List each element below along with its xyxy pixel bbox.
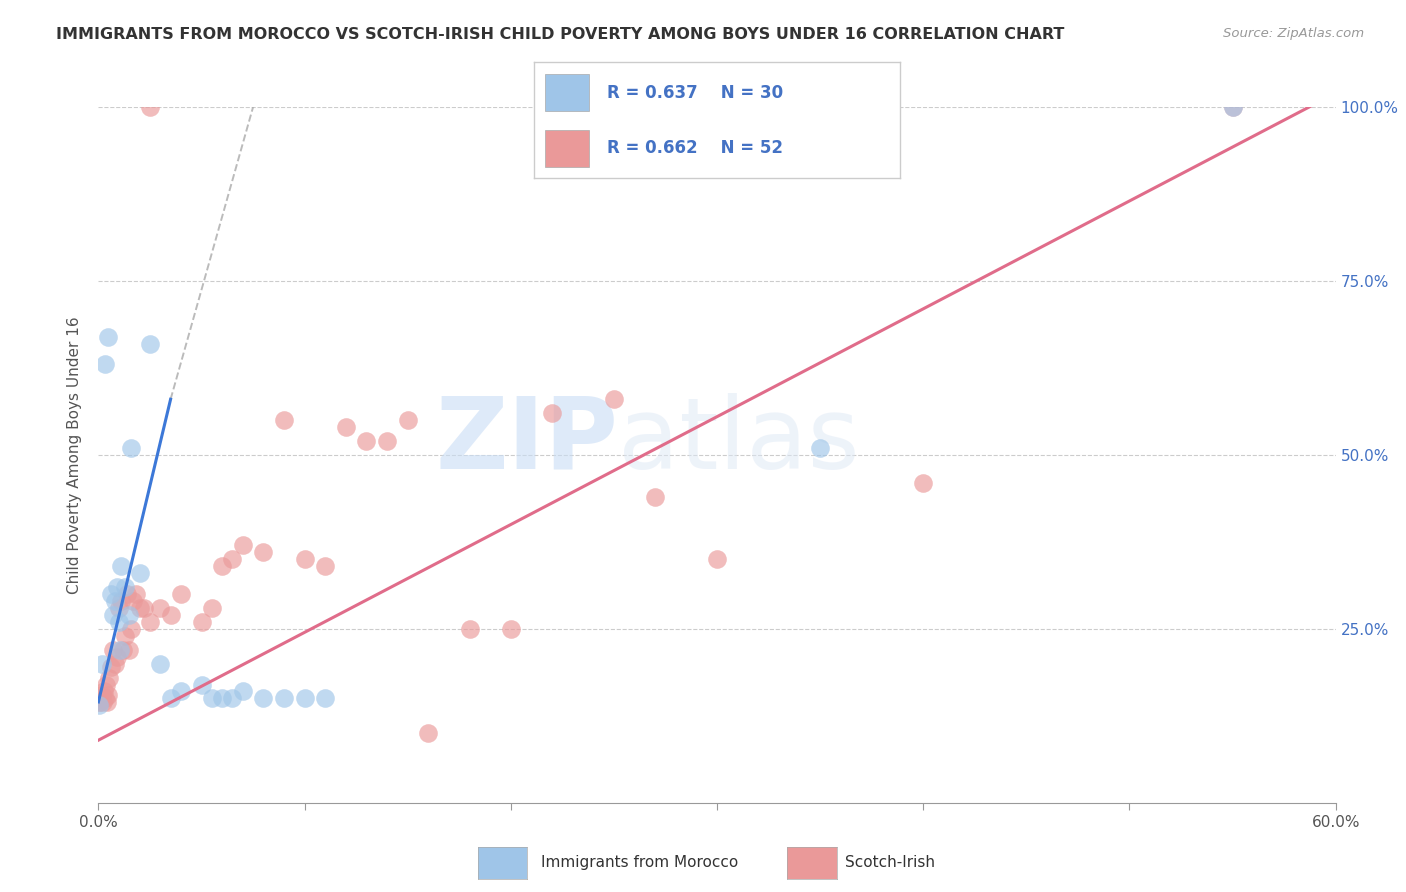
Point [252, 691, 274, 706]
Point [94, 677, 117, 691]
Point [97, 688, 120, 702]
Text: IMMIGRANTS FROM MOROCCO VS SCOTCH-IRISH CHILD POVERTY AMONG BOYS UNDER 16 CORREL: IMMIGRANTS FROM MOROCCO VS SCOTCH-IRISH … [56, 27, 1064, 42]
Point [159, 607, 181, 622]
Point [89, 695, 111, 709]
Point [118, 642, 141, 657]
Point [808, 441, 831, 455]
Point [211, 559, 233, 574]
Point [104, 657, 127, 671]
Point [541, 406, 564, 420]
Point [499, 622, 522, 636]
Point [294, 552, 316, 566]
Point [104, 594, 127, 608]
Point [356, 434, 378, 448]
Point [93, 691, 115, 706]
Point [97, 671, 120, 685]
Point [232, 684, 254, 698]
Point [170, 684, 193, 698]
Point [96, 695, 118, 709]
Point [108, 642, 131, 657]
Point [101, 642, 124, 657]
Point [149, 601, 172, 615]
Point [89, 695, 111, 709]
Point [211, 691, 233, 706]
Point [122, 594, 145, 608]
Point [221, 691, 243, 706]
Point [149, 657, 172, 671]
Point [100, 660, 122, 674]
Point [128, 566, 150, 581]
Point [396, 413, 419, 427]
Point [458, 622, 481, 636]
Point [139, 615, 162, 629]
Point [90, 657, 112, 671]
Point [110, 594, 132, 608]
Point [252, 545, 274, 559]
Point [1222, 100, 1244, 114]
FancyBboxPatch shape [546, 74, 589, 112]
Point [201, 601, 224, 615]
Point [912, 475, 935, 490]
Point [132, 601, 155, 615]
Point [201, 691, 224, 706]
Point [93, 358, 115, 372]
Point [314, 691, 336, 706]
Point [100, 587, 122, 601]
Point [314, 559, 336, 574]
Point [124, 587, 146, 601]
Text: atlas: atlas [619, 392, 859, 490]
Point [294, 691, 316, 706]
Point [93, 684, 115, 698]
Point [110, 559, 132, 574]
Point [190, 677, 212, 691]
Point [706, 552, 728, 566]
Point [90, 688, 112, 702]
Point [273, 413, 295, 427]
Point [105, 649, 128, 664]
Point [108, 601, 131, 615]
Point [221, 552, 243, 566]
Text: R = 0.637    N = 30: R = 0.637 N = 30 [607, 84, 783, 102]
Point [644, 490, 666, 504]
Point [97, 329, 120, 343]
Point [335, 420, 357, 434]
Text: ZIP: ZIP [436, 392, 619, 490]
Point [170, 587, 193, 601]
Point [128, 601, 150, 615]
Text: Source: ZipAtlas.com: Source: ZipAtlas.com [1223, 27, 1364, 40]
Y-axis label: Child Poverty Among Boys Under 16: Child Poverty Among Boys Under 16 [67, 316, 83, 594]
Point [117, 587, 139, 601]
Point [120, 441, 142, 455]
Point [159, 691, 181, 706]
Point [91, 695, 114, 709]
FancyBboxPatch shape [546, 129, 589, 167]
Point [108, 615, 131, 629]
Point [232, 538, 254, 552]
Point [375, 434, 398, 448]
Point [190, 615, 212, 629]
Text: Immigrants from Morocco: Immigrants from Morocco [541, 855, 738, 870]
Point [120, 622, 142, 636]
Point [105, 580, 128, 594]
Point [118, 607, 141, 622]
Text: Scotch-Irish: Scotch-Irish [845, 855, 935, 870]
Point [112, 642, 135, 657]
Point [418, 726, 440, 740]
Point [101, 607, 124, 622]
Text: R = 0.662    N = 52: R = 0.662 N = 52 [607, 139, 783, 157]
Point [139, 100, 162, 114]
Point [273, 691, 295, 706]
Point [114, 629, 136, 643]
Point [1222, 100, 1244, 114]
Point [114, 580, 136, 594]
Point [89, 698, 111, 713]
Point [603, 392, 626, 407]
Point [139, 336, 162, 351]
